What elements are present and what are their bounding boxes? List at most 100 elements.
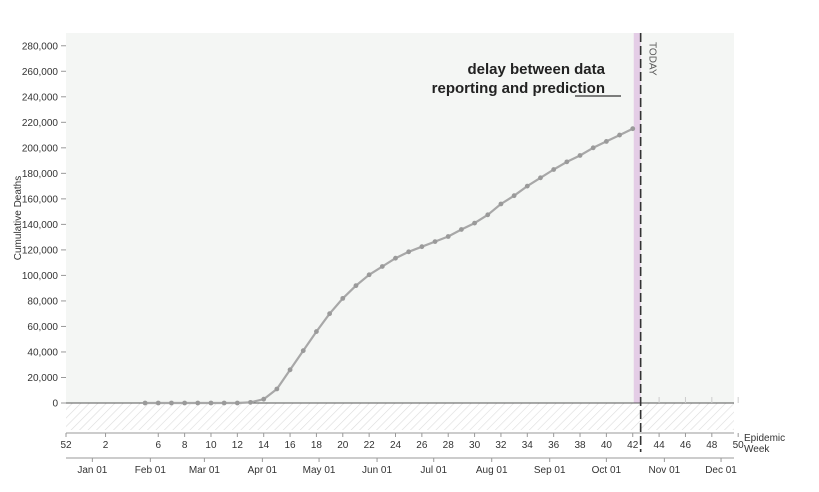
month-tick-label: Jul 01 (420, 465, 447, 476)
week-tick-label: 46 (680, 440, 692, 451)
y-tick-label: 220,000 (22, 118, 59, 129)
data-point (274, 386, 280, 392)
week-tick-label: 6 (155, 440, 161, 451)
data-point (485, 212, 491, 218)
data-point (617, 132, 622, 138)
data-point (459, 227, 464, 232)
data-point (564, 159, 570, 165)
data-point (432, 239, 438, 245)
data-point (511, 193, 517, 199)
month-tick-label: Jan 01 (77, 465, 107, 476)
y-tick-label: 100,000 (22, 271, 59, 282)
y-tick-label: 280,000 (22, 41, 59, 52)
data-point (261, 396, 267, 402)
delay-band (633, 33, 641, 403)
series-cumulative-deaths (142, 126, 636, 406)
y-tick-label: 60,000 (27, 322, 58, 333)
month-axis: Jan 01 Feb 01 Mar 01 Apr 01 May 01 Jun 01 Jul … (66, 457, 737, 476)
data-point (406, 249, 412, 255)
week-tick-label: 12 (232, 440, 244, 451)
week-axis: 52 2 6 8 10 12 14 16 18 20 22 24 26 28 30 32 34 36 38 40 42 4… (60, 397, 744, 451)
plot-background (66, 33, 734, 403)
data-point (551, 167, 557, 172)
month-tick-label: May 01 (303, 465, 336, 476)
annotation-line-1: delay between data (467, 61, 605, 78)
y-tick-label: 180,000 (22, 169, 59, 180)
data-point (169, 400, 174, 406)
y-tick-label: 20,000 (27, 373, 58, 384)
y-tick-label: 120,000 (22, 245, 59, 256)
data-point (300, 348, 306, 354)
data-point (208, 400, 214, 406)
data-point (314, 329, 319, 334)
y-tick-label: 260,000 (22, 67, 59, 78)
week-tick-label: 10 (205, 440, 217, 451)
month-tick-label: Dec 01 (705, 465, 737, 476)
data-point (327, 311, 332, 317)
month-tick-label: Aug 01 (476, 465, 508, 476)
week-tick-label: 32 (495, 440, 507, 451)
data-point (155, 400, 161, 406)
y-tick-label: 240,000 (22, 92, 59, 103)
week-axis-label-line-2: Week (744, 444, 770, 455)
week-tick-label: 42 (627, 440, 639, 451)
month-tick-label: Mar 01 (189, 465, 221, 476)
data-point (287, 367, 293, 373)
week-tick-label: 24 (390, 440, 402, 451)
week-tick-label: 34 (522, 440, 534, 451)
week-tick-label: 38 (574, 440, 586, 451)
week-tick-label: 36 (548, 440, 560, 451)
week-tick-label: 48 (706, 440, 718, 451)
month-tick-label: Apr 01 (248, 465, 278, 476)
data-point (340, 295, 346, 301)
data-point (234, 400, 240, 406)
y-tick-label: 200,000 (22, 143, 59, 154)
month-tick-label: Jun 01 (362, 465, 392, 476)
week-tick-label: 30 (469, 440, 481, 451)
month-tick-label: Sep 01 (534, 465, 566, 476)
data-point (538, 175, 543, 181)
data-point (353, 283, 359, 289)
data-point (248, 399, 253, 405)
y-tick-label: 80,000 (27, 296, 58, 307)
data-point (419, 244, 425, 250)
month-tick-label: Feb 01 (135, 465, 167, 476)
data-point (524, 183, 530, 189)
week-tick-label: 18 (311, 440, 323, 451)
data-point (577, 153, 583, 158)
week-tick-label: 44 (654, 440, 666, 451)
data-point (590, 145, 596, 151)
week-tick-label: 26 (416, 440, 428, 451)
data-point (195, 400, 201, 406)
week-tick-label: 40 (601, 440, 613, 451)
y-tick-label: 140,000 (22, 220, 59, 231)
week-axis-label-line-1: Epidemic (744, 433, 785, 444)
data-point (393, 255, 398, 261)
data-point (182, 400, 188, 406)
month-tick-label: Oct 01 (592, 465, 622, 476)
data-point (221, 400, 227, 406)
data-point (445, 234, 451, 239)
week-tick-label: 28 (443, 440, 455, 451)
week-tick-label: 16 (284, 440, 296, 451)
today-label: TODAY (647, 42, 658, 76)
month-tick-label: Nov 01 (649, 465, 681, 476)
y-tick-label: 160,000 (22, 194, 59, 205)
data-point (379, 264, 385, 269)
week-tick-label: 52 (60, 440, 72, 451)
week-tick-label: 14 (258, 440, 270, 451)
annotation-line-2: reporting and prediction (432, 80, 605, 97)
data-point (603, 139, 609, 144)
week-tick-label: 2 (103, 440, 109, 451)
data-point (472, 220, 477, 226)
data-point (630, 126, 636, 132)
data-point (366, 272, 372, 278)
week-tick-label: 50 (733, 440, 745, 451)
data-point (498, 201, 504, 207)
week-tick-label: 8 (182, 440, 188, 451)
y-axis-label: Cumulative Deaths (13, 176, 24, 260)
below-axis-hatched-area (66, 403, 734, 430)
data-point (142, 400, 148, 406)
week-tick-label: 22 (364, 440, 376, 451)
